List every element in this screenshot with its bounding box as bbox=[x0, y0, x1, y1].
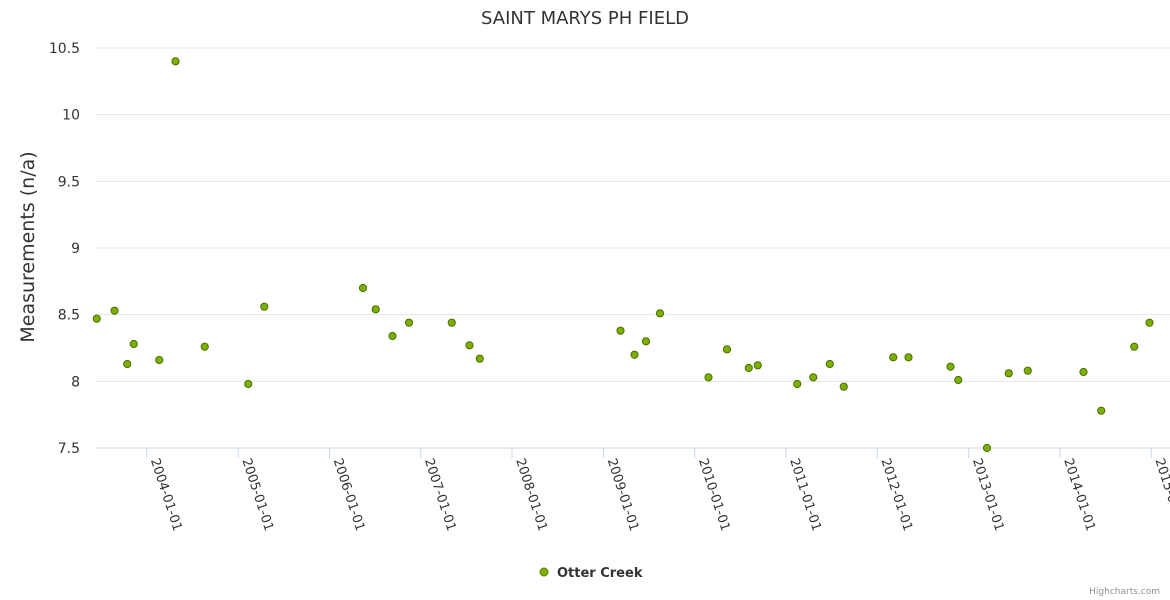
legend-marker[interactable] bbox=[539, 567, 549, 577]
data-point[interactable] bbox=[123, 359, 132, 369]
data-point[interactable] bbox=[809, 373, 818, 382]
y-tick-label: 7.5 bbox=[58, 441, 80, 457]
data-point[interactable] bbox=[1130, 342, 1139, 351]
data-point[interactable] bbox=[358, 283, 368, 293]
data-point[interactable] bbox=[641, 337, 651, 346]
data-point[interactable] bbox=[839, 382, 848, 391]
data-point[interactable] bbox=[793, 379, 802, 389]
data-point[interactable] bbox=[129, 339, 138, 349]
y-tick-label: 10.5 bbox=[49, 41, 80, 57]
data-point[interactable] bbox=[704, 373, 713, 382]
data-point[interactable] bbox=[722, 345, 732, 354]
y-tick-label: 9 bbox=[71, 241, 80, 257]
data-point[interactable] bbox=[92, 314, 101, 323]
data-point[interactable] bbox=[155, 355, 164, 365]
data-point[interactable] bbox=[200, 342, 209, 351]
y-axis-label: Measurements (n/a) bbox=[17, 151, 39, 342]
legend[interactable]: Otter Creek bbox=[539, 566, 643, 581]
data-point[interactable] bbox=[904, 353, 913, 362]
data-point[interactable] bbox=[616, 326, 625, 335]
data-point[interactable] bbox=[753, 361, 762, 370]
data-point[interactable] bbox=[1097, 406, 1106, 415]
data-point[interactable] bbox=[744, 363, 753, 373]
data-point[interactable] bbox=[465, 341, 474, 350]
data-point[interactable] bbox=[630, 350, 639, 359]
credits-link[interactable]: Highcharts.com bbox=[1089, 587, 1160, 597]
data-point[interactable] bbox=[982, 443, 992, 453]
data-point[interactable] bbox=[447, 318, 456, 327]
data-point[interactable] bbox=[889, 353, 898, 362]
y-tick-label: 10 bbox=[62, 108, 80, 124]
data-point[interactable] bbox=[655, 309, 665, 318]
data-point[interactable] bbox=[825, 359, 834, 369]
data-point[interactable] bbox=[1079, 367, 1088, 377]
y-tick-label: 9.5 bbox=[58, 174, 80, 190]
data-point[interactable] bbox=[1145, 318, 1154, 327]
y-axis-ticks: 7.5 8 8.5 9 9.5 10 10.5 bbox=[49, 41, 80, 457]
data-point[interactable] bbox=[388, 331, 397, 341]
y-tick-label: 8 bbox=[71, 374, 80, 390]
data-point[interactable] bbox=[946, 362, 955, 371]
data-point[interactable] bbox=[404, 318, 414, 327]
data-point[interactable] bbox=[1023, 366, 1032, 375]
data-point[interactable] bbox=[1004, 369, 1013, 378]
chart-title: SAINT MARYS PH FIELD bbox=[481, 8, 689, 29]
data-point[interactable] bbox=[475, 354, 484, 363]
y-tick-label: 8.5 bbox=[58, 308, 80, 324]
data-point[interactable] bbox=[171, 57, 180, 66]
data-point[interactable] bbox=[110, 306, 119, 315]
data-point[interactable] bbox=[244, 379, 253, 389]
data-point[interactable] bbox=[954, 375, 963, 385]
data-points bbox=[92, 57, 1154, 453]
data-point[interactable] bbox=[260, 302, 269, 311]
legend-item-otter-creek[interactable]: Otter Creek bbox=[557, 566, 643, 581]
data-point[interactable] bbox=[371, 305, 380, 314]
gridlines bbox=[95, 47, 1170, 382]
